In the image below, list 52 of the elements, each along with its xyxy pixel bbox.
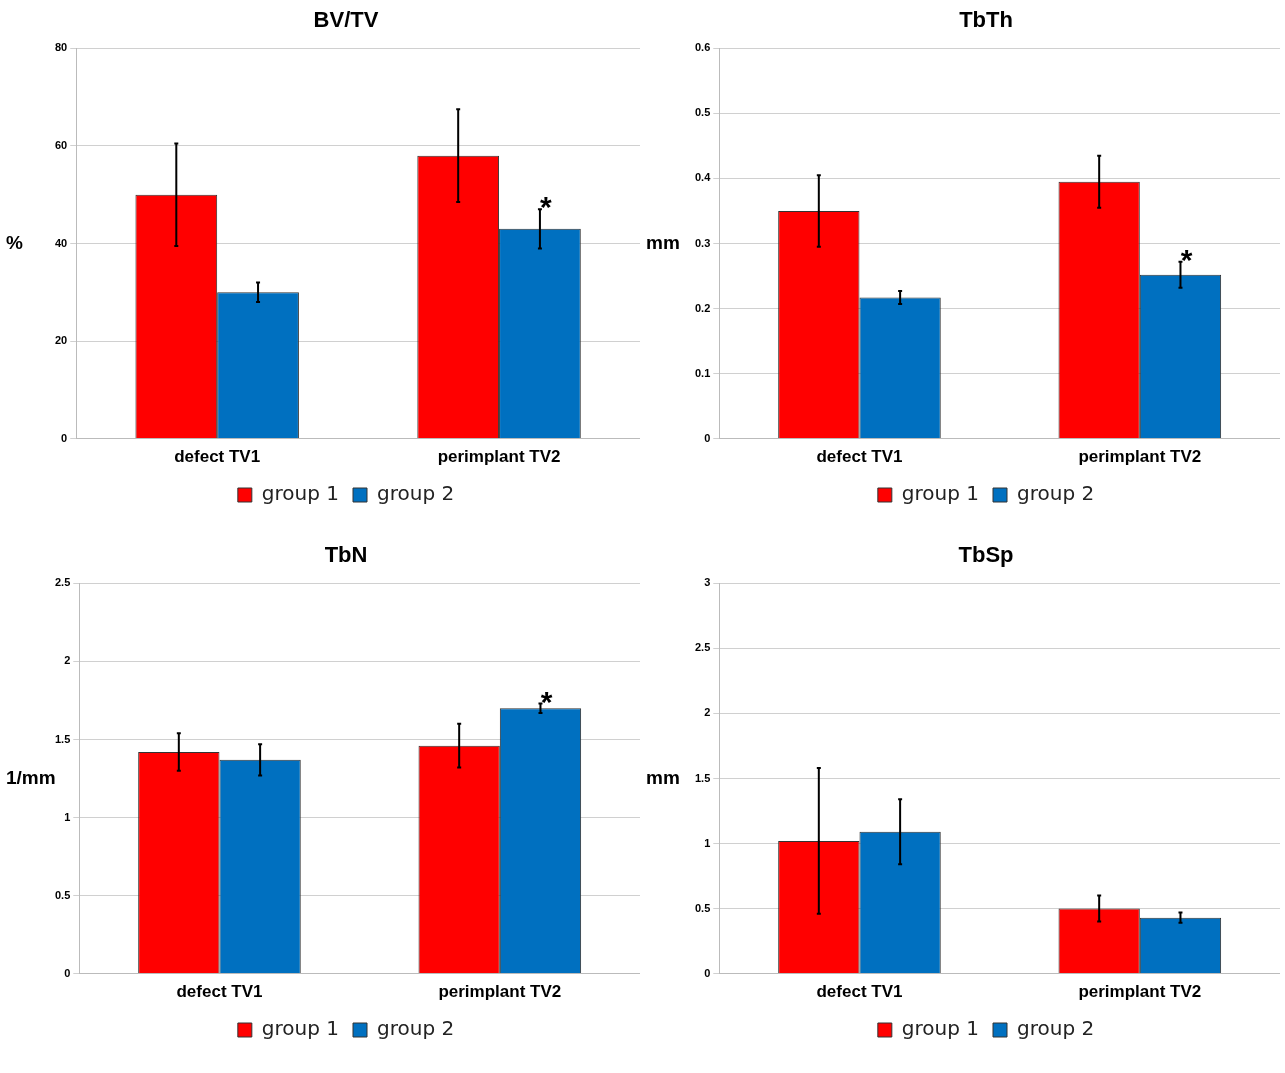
y-axis-title: % [6, 231, 23, 253]
y-tick-label: 0.3 [694, 236, 711, 249]
chart-title: BV/TV [313, 7, 379, 33]
y-tick-label: 20 [54, 334, 68, 347]
y-tick-label: 0.5 [694, 106, 711, 119]
legend-label: group 2 [377, 481, 455, 506]
y-tick-label: 0 [61, 431, 68, 444]
y-tick-label: 0.1 [694, 366, 711, 379]
x-tick-label: perimplant TV2 [1078, 447, 1202, 467]
y-tick-label: 0 [704, 431, 711, 444]
legend-label: group 1 [261, 481, 339, 506]
y-tick-label: 40 [54, 236, 68, 249]
chart-title: TbN [324, 542, 368, 568]
y-tick-label: 0.5 [54, 888, 71, 901]
x-tick-label: defect TV1 [176, 982, 263, 1002]
y-tick-label: 0.5 [694, 901, 711, 914]
y-tick-label: 1 [704, 836, 711, 849]
legend-label: group 1 [901, 481, 979, 506]
chart-title: TbTh [959, 7, 1013, 33]
legend-label: group 1 [901, 1016, 979, 1041]
x-tick-label: perimplant TV2 [438, 982, 562, 1002]
y-axis-title: mm [646, 231, 680, 253]
annotation: * [540, 684, 553, 718]
x-tick-label: defect TV1 [816, 447, 903, 467]
chart-title: TbSp [958, 542, 1014, 568]
annotation: * [1180, 242, 1193, 276]
y-tick-label: 80 [54, 41, 68, 54]
x-tick-label: defect TV1 [174, 447, 261, 467]
y-tick-label: 0.6 [694, 41, 711, 54]
y-tick-label: 2.5 [54, 576, 71, 589]
legend-label: group 2 [1017, 1016, 1095, 1041]
legend-label: group 1 [261, 1016, 339, 1041]
annotation: * [540, 190, 553, 224]
y-axis-title: 1/mm [6, 766, 56, 788]
legend-label: group 2 [1017, 481, 1095, 506]
y-tick-label: 2.5 [694, 641, 711, 654]
legend-label: group 2 [377, 1016, 455, 1041]
y-tick-label: 0.4 [694, 171, 712, 184]
y-tick-label: 2 [704, 706, 711, 719]
y-tick-label: 1.5 [694, 771, 711, 784]
y-tick-label: 2 [64, 654, 71, 667]
y-axis-title: mm [646, 766, 680, 788]
x-tick-label: perimplant TV2 [1078, 982, 1202, 1002]
y-tick-label: 1.5 [54, 732, 71, 745]
y-tick-label: 60 [54, 138, 68, 151]
x-tick-label: perimplant TV2 [437, 447, 561, 467]
y-tick-label: 1 [64, 810, 71, 823]
y-tick-label: 0.2 [694, 301, 711, 314]
x-tick-label: defect TV1 [816, 982, 903, 1002]
y-tick-label: 0 [64, 966, 71, 979]
y-tick-label: 0 [704, 966, 711, 979]
y-tick-label: 3 [704, 576, 711, 589]
